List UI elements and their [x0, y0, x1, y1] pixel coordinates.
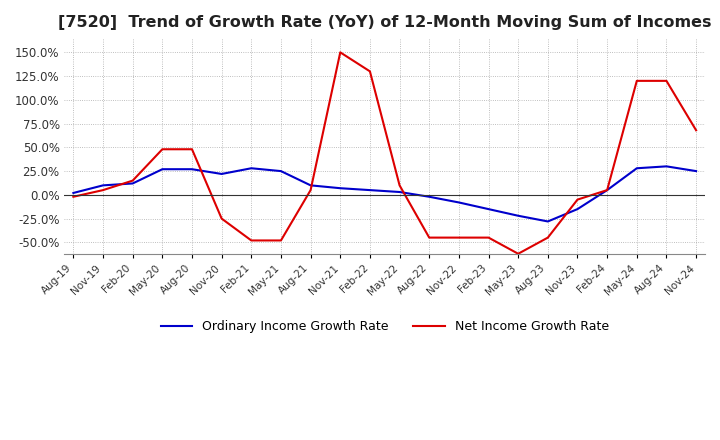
Net Income Growth Rate — [662, 78, 671, 84]
Net Income Growth Rate — [485, 235, 493, 240]
Ordinary Income Growth Rate — [485, 206, 493, 212]
Net Income Growth Rate — [514, 251, 523, 257]
Net Income Growth Rate — [217, 216, 226, 221]
Net Income Growth Rate — [69, 194, 78, 199]
Title: [7520]  Trend of Growth Rate (YoY) of 12-Month Moving Sum of Incomes: [7520] Trend of Growth Rate (YoY) of 12-… — [58, 15, 711, 30]
Ordinary Income Growth Rate — [69, 191, 78, 196]
Net Income Growth Rate — [158, 147, 166, 152]
Ordinary Income Growth Rate — [188, 167, 197, 172]
Ordinary Income Growth Rate — [692, 169, 701, 174]
Line: Ordinary Income Growth Rate: Ordinary Income Growth Rate — [73, 166, 696, 221]
Ordinary Income Growth Rate — [128, 181, 137, 186]
Ordinary Income Growth Rate — [247, 165, 256, 171]
Net Income Growth Rate — [128, 178, 137, 183]
Ordinary Income Growth Rate — [662, 164, 671, 169]
Ordinary Income Growth Rate — [603, 187, 611, 193]
Ordinary Income Growth Rate — [217, 171, 226, 176]
Net Income Growth Rate — [632, 78, 641, 84]
Net Income Growth Rate — [336, 50, 345, 55]
Net Income Growth Rate — [366, 69, 374, 74]
Ordinary Income Growth Rate — [514, 213, 523, 218]
Legend: Ordinary Income Growth Rate, Net Income Growth Rate: Ordinary Income Growth Rate, Net Income … — [156, 315, 614, 338]
Net Income Growth Rate — [395, 183, 404, 188]
Ordinary Income Growth Rate — [425, 194, 433, 199]
Net Income Growth Rate — [188, 147, 197, 152]
Ordinary Income Growth Rate — [454, 200, 463, 205]
Ordinary Income Growth Rate — [158, 167, 166, 172]
Ordinary Income Growth Rate — [99, 183, 107, 188]
Line: Net Income Growth Rate: Net Income Growth Rate — [73, 52, 696, 254]
Net Income Growth Rate — [99, 187, 107, 193]
Ordinary Income Growth Rate — [366, 187, 374, 193]
Net Income Growth Rate — [425, 235, 433, 240]
Ordinary Income Growth Rate — [276, 169, 285, 174]
Net Income Growth Rate — [544, 235, 552, 240]
Net Income Growth Rate — [573, 197, 582, 202]
Ordinary Income Growth Rate — [632, 165, 641, 171]
Ordinary Income Growth Rate — [395, 189, 404, 194]
Ordinary Income Growth Rate — [336, 186, 345, 191]
Ordinary Income Growth Rate — [573, 206, 582, 212]
Net Income Growth Rate — [603, 187, 611, 193]
Net Income Growth Rate — [247, 238, 256, 243]
Ordinary Income Growth Rate — [306, 183, 315, 188]
Ordinary Income Growth Rate — [544, 219, 552, 224]
Net Income Growth Rate — [454, 235, 463, 240]
Net Income Growth Rate — [276, 238, 285, 243]
Net Income Growth Rate — [692, 128, 701, 133]
Net Income Growth Rate — [306, 187, 315, 193]
